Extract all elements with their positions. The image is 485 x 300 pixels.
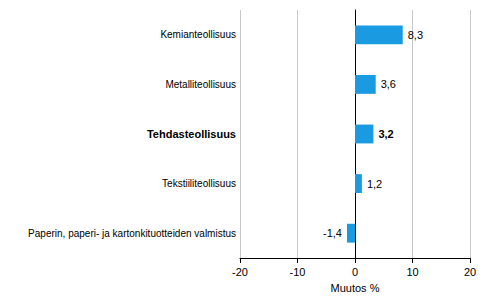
svg-text:10: 10 [406,266,418,278]
svg-text:-1,4: -1,4 [323,227,342,239]
svg-text:20: 20 [464,266,476,278]
svg-text:Muutos %: Muutos % [331,282,380,294]
svg-text:3,6: 3,6 [381,78,396,90]
svg-text:Metalliteollisuus: Metalliteollisuus [165,79,236,90]
svg-text:3,2: 3,2 [378,128,393,140]
svg-text:Kemianteollisuus: Kemianteollisuus [160,29,236,40]
svg-text:Tehdasteollisuus: Tehdasteollisuus [147,128,236,140]
svg-text:0: 0 [352,266,358,278]
svg-text:Tekstiiliteollisuus: Tekstiiliteollisuus [162,178,236,189]
svg-text:8,3: 8,3 [408,29,423,41]
svg-text:-10: -10 [290,266,306,278]
svg-text:Paperin, paperi- ja kartonkitu: Paperin, paperi- ja kartonkituotteiden v… [28,228,236,239]
svg-text:-20: -20 [232,266,248,278]
svg-text:1,2: 1,2 [367,178,382,190]
